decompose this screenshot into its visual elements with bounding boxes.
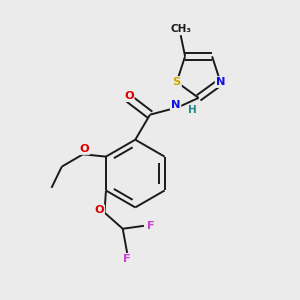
Text: S: S — [172, 77, 181, 87]
Text: F: F — [146, 221, 154, 231]
Text: N: N — [216, 77, 225, 87]
Text: O: O — [124, 91, 134, 101]
Text: H: H — [188, 105, 197, 115]
Text: O: O — [80, 144, 89, 154]
Text: N: N — [171, 100, 180, 110]
Text: F: F — [123, 254, 131, 264]
Text: CH₃: CH₃ — [170, 24, 191, 34]
Text: O: O — [94, 205, 104, 215]
